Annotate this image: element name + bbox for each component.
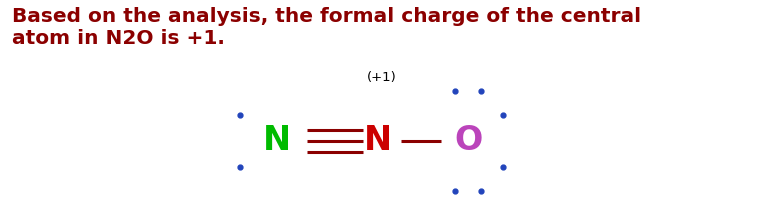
Text: N: N	[364, 124, 392, 157]
Text: N: N	[262, 124, 291, 157]
Text: Based on the analysis, the formal charge of the central
atom in N2O is +1.: Based on the analysis, the formal charge…	[12, 7, 641, 48]
Text: O: O	[454, 124, 483, 157]
Text: (+1): (+1)	[367, 70, 397, 84]
